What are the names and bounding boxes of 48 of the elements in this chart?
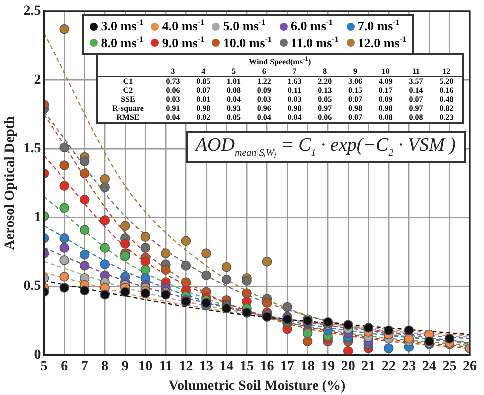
x-tick-label: 11	[159, 359, 173, 374]
x-tick-label: 9	[122, 359, 129, 374]
y-tick-label: 1	[34, 210, 42, 226]
x-tick-label: 25	[442, 359, 457, 374]
annotation: Wind Speed(ms$^{-1}$)	[248, 55, 312, 68]
x-tick-label: 7	[81, 359, 88, 374]
x-tick-label: 23	[402, 359, 416, 374]
x-tick-label: 24	[422, 359, 436, 374]
text: C2 0.06 0.07 0.08 0.09 0.11 0.13 0.15 0.17 0.14 0.16	[123, 86, 454, 96]
x-tick-label: 18	[300, 359, 315, 374]
legend-label: 7.0 ms$^{-1}$	[358, 18, 400, 35]
y-tick-label: 0	[34, 348, 42, 364]
x-tick-label: 6	[61, 359, 68, 374]
legend-label: 8.0 ms$^{-1}$	[101, 34, 144, 52]
formula-box: AOD$_{mean|SᵢWⱼ}$ = C$_{1}$ · exp(−C$_{2}$ · VSM )	[186, 131, 466, 164]
legend-label: 12.0 ms$^{-1}$	[358, 34, 406, 52]
legend-label: 11.0 ms$^{-1}$	[290, 34, 339, 52]
y-tick-label: 2	[34, 72, 42, 88]
y-axis-title: Aerosol Optical Depth	[3, 116, 18, 250]
x-tick-label: 15	[240, 359, 254, 374]
x-tick-label: 10	[138, 359, 153, 374]
legend-label: 5.0 ms$^{-1}$	[223, 18, 266, 35]
x-tick-label: 20	[341, 359, 356, 374]
text: RMSE 0.04 0.02 0.05 0.04 0.04 0.06 0.07 0.08 0.08 0.23	[116, 113, 454, 122]
legend-label: 6.0 ms$^{-1}$	[290, 18, 334, 35]
x-tick-label: 26	[463, 359, 477, 374]
x-tick-label: 16	[260, 359, 274, 374]
x-tick-label: 8	[102, 359, 109, 374]
x-tick-label: 12	[179, 359, 194, 374]
x-tick-label: 19	[321, 359, 336, 374]
legend-label: 10.0 ms$^{-1}$	[223, 34, 272, 52]
x-tick-label: 14	[220, 359, 234, 374]
x-tick-label: 13	[199, 359, 214, 374]
legend-label: 9.0 ms$^{-1}$	[162, 34, 204, 52]
text: SSE 0.03 0.01 0.04 0.03 0.03 0.05 0.07 0.09 0.07 0.48	[121, 95, 454, 104]
x-axis-title: Volumetric Soil Moisture (%)	[168, 379, 346, 394]
legend-label: 4.0 ms$^{-1}$	[162, 18, 204, 35]
y-tick-label: 1.5	[24, 142, 42, 157]
text: 3 4 5 6 7 8 9 10 11 12	[171, 67, 451, 76]
text: C1 0.73 0.85 1.01 1.22 1.63 2.20 3.06 4.09 3.57 5.20	[123, 77, 454, 86]
y-tick-label: 0.5	[24, 279, 42, 294]
x-tick-label: 5	[40, 359, 48, 374]
x-tick-label: 21	[362, 359, 376, 374]
y-tick-label: 2.5	[24, 4, 42, 20]
x-tick-label: 17	[280, 359, 295, 374]
text: R-square 0.91 0.98 0.93 0.96 0.98 0.97 0.98 0.98 0.97 0.82	[112, 104, 454, 114]
x-tick-label: 22	[382, 359, 396, 374]
legend-label: 3.0 ms$^{-1}$	[101, 18, 144, 35]
